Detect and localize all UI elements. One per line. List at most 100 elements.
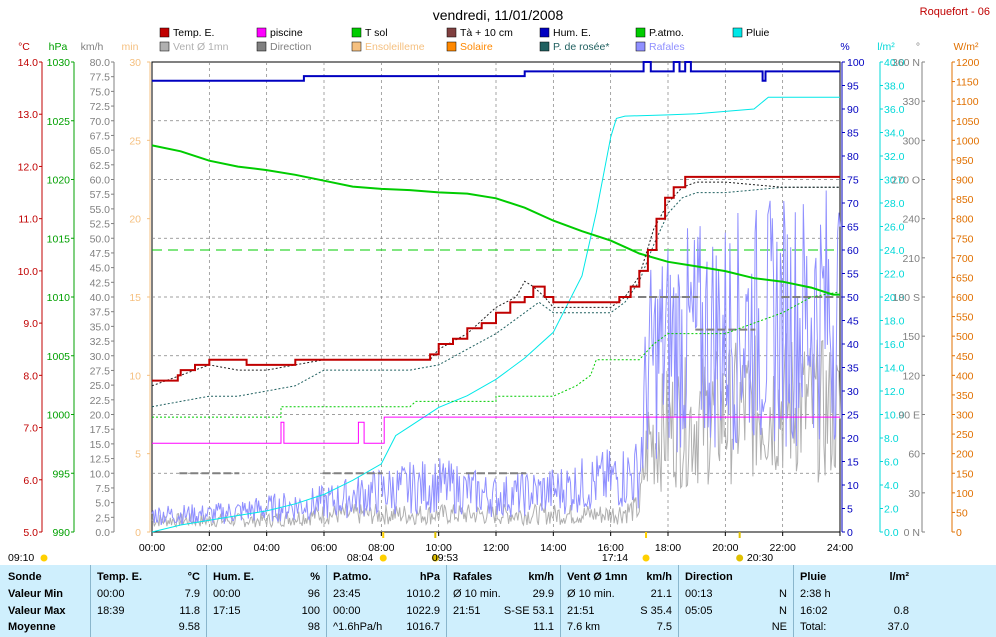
pressure-tick-label: 995 (52, 468, 70, 480)
moonset-icon (736, 554, 744, 562)
series-t-10-cm-line (151, 181, 840, 387)
wind-tick-label: 75.0 (90, 86, 111, 98)
temp-tick-label: 14.0 (18, 57, 39, 69)
solar-tick-label: 950 (956, 155, 974, 167)
rain-tick-label: 12.0 (884, 386, 905, 398)
pressure-tick-label: 1020 (47, 175, 71, 187)
wind-tick-label: 72.5 (90, 101, 111, 113)
stats-cell-value: 9.58 (178, 621, 200, 633)
stats-cell-label: ^1.6hPa/h (333, 621, 383, 633)
solar-tick-label: 700 (956, 253, 974, 265)
solar-tick-label: 650 (956, 272, 974, 284)
legend-label: Vent Ø 1mn (173, 41, 229, 53)
stats-panel-hum-e-: Hum. E.% 00:00 96 17:15 100 98 (206, 565, 326, 637)
direction-tick-label: 300 (902, 135, 920, 147)
solar-tick-label: 550 (956, 312, 974, 324)
series-piscine-line (152, 416, 840, 444)
sunrise-label: 08:04 (347, 552, 373, 564)
wind-tick-label: 25.0 (90, 380, 111, 392)
legend-swatch (539, 27, 550, 38)
stats-cell-label: 7.6 km (567, 621, 601, 633)
legend-label: piscine (270, 27, 303, 39)
stats-cell-label: 00:00 (213, 588, 241, 600)
wind-tick-label: 30.0 (90, 351, 111, 363)
stats-cell-value: 1022.9 (406, 604, 440, 617)
rain-tick-label: 2.0 (884, 504, 899, 516)
stats-column-unit: km/h (528, 571, 554, 583)
sunset-icon (642, 554, 650, 562)
humidity-tick-label: 75 (847, 175, 859, 187)
stats-cell-label: 23:45 (333, 588, 361, 600)
moonset-label: 20:30 (747, 552, 773, 564)
humidity-tick-label: 20 (847, 433, 859, 445)
temp-tick-label: 8.0 (23, 370, 38, 382)
direction-tick-label: 90 E (898, 410, 920, 422)
axes: 00:00 02:00 04:00 06:00 08:00 10:00 12:00 14:00… (18, 41, 980, 554)
x-tick-label: 12:00 (483, 542, 509, 554)
temp-tick-label: 7.0 (23, 423, 38, 435)
stats-cell-label: 18:39 (97, 604, 125, 617)
humidity-tick-label: 55 (847, 269, 859, 281)
wind-tick-label: 12.5 (90, 454, 111, 466)
legend-label: P.atmo. (649, 27, 684, 39)
series-hum-e--line (152, 61, 840, 82)
sun-moon-markers: 08:04 09:53 17:14 20:30 09:10 (8, 532, 773, 564)
stats-cell-value: S-SE 53.1 (503, 604, 554, 617)
legend-label: Temp. E. (173, 27, 214, 39)
humidity-tick-label: 60 (847, 245, 859, 257)
day-start-sun-icon (40, 554, 48, 562)
series-p-de-ros-e--line (151, 186, 840, 408)
temp-unit-label: °C (18, 41, 30, 53)
x-tick-label: 20:00 (712, 542, 738, 554)
minutes-tick-label: 0 (135, 527, 141, 539)
stats-cell-value: 11.8 (179, 604, 200, 617)
direction-tick-label: 360 N (892, 57, 920, 69)
wind-tick-label: 2.5 (95, 512, 110, 524)
temp-tick-label: 13.0 (18, 109, 39, 121)
humidity-tick-label: 90 (847, 104, 859, 116)
rain-tick-label: 20.0 (884, 292, 905, 304)
wind-tick-label: 70.0 (90, 116, 111, 128)
stats-cell-value: NE (771, 621, 787, 633)
sunrise-icon (379, 554, 387, 562)
humidity-tick-label: 70 (847, 198, 859, 210)
rain-tick-label: 32.0 (884, 151, 905, 163)
minutes-tick-label: 30 (129, 57, 141, 69)
solar-tick-label: 900 (956, 175, 974, 187)
stats-cell-value: 100 (301, 604, 320, 617)
rain-tick-label: 16.0 (884, 339, 905, 351)
legend-swatch (635, 41, 646, 52)
rain-tick-label: 36.0 (884, 104, 905, 116)
legend-label: T sol (365, 27, 388, 39)
x-tick-label: 14:00 (540, 542, 566, 554)
solar-tick-label: 400 (956, 370, 974, 382)
stats-cell-label: 00:00 (97, 588, 125, 600)
stats-panel-temp-e-: Temp. E. °C 00:00 7.9 18:39 11.8 9.58 (90, 565, 206, 637)
legend-label: Direction (270, 41, 312, 53)
stats-cell-label: 00:13 (685, 588, 713, 600)
rain-tick-label: 0.0 (884, 527, 899, 539)
direction-tick-label: 120 (902, 370, 920, 382)
moonrise-icon (431, 554, 439, 562)
pressure-tick-label: 1015 (47, 233, 71, 245)
minutes-tick-label: 20 (129, 214, 141, 226)
wind-tick-label: 77.5 (90, 72, 111, 84)
stats-column-unit: l/m² (889, 571, 909, 583)
stats-cell-value: 11.1 (533, 621, 554, 633)
wind-tick-label: 22.5 (90, 395, 111, 407)
series-temp-e--line (152, 175, 840, 382)
stats-cell-value: 29.9 (532, 588, 554, 600)
stats-cell-label: 21:51 (567, 604, 595, 617)
solar-tick-label: 800 (956, 214, 974, 226)
stats-panel-pluie: Pluie l/m² 2:38 h 16:02 0.8 Total: 37.0 (793, 565, 915, 637)
temp-tick-label: 9.0 (23, 318, 38, 330)
stats-label-sonde: Sonde (8, 571, 42, 583)
humidity-tick-label: 35 (847, 363, 859, 375)
x-tick-label: 18:00 (655, 542, 681, 554)
stats-cell-value: 98 (307, 621, 320, 633)
stats-column-title: P.atmo. (333, 571, 372, 583)
stats-column-unit: °C (187, 571, 200, 583)
pressure-unit-label: hPa (49, 41, 68, 53)
direction-tick-label: 240 (902, 214, 920, 226)
solar-tick-label: 200 (956, 449, 974, 461)
